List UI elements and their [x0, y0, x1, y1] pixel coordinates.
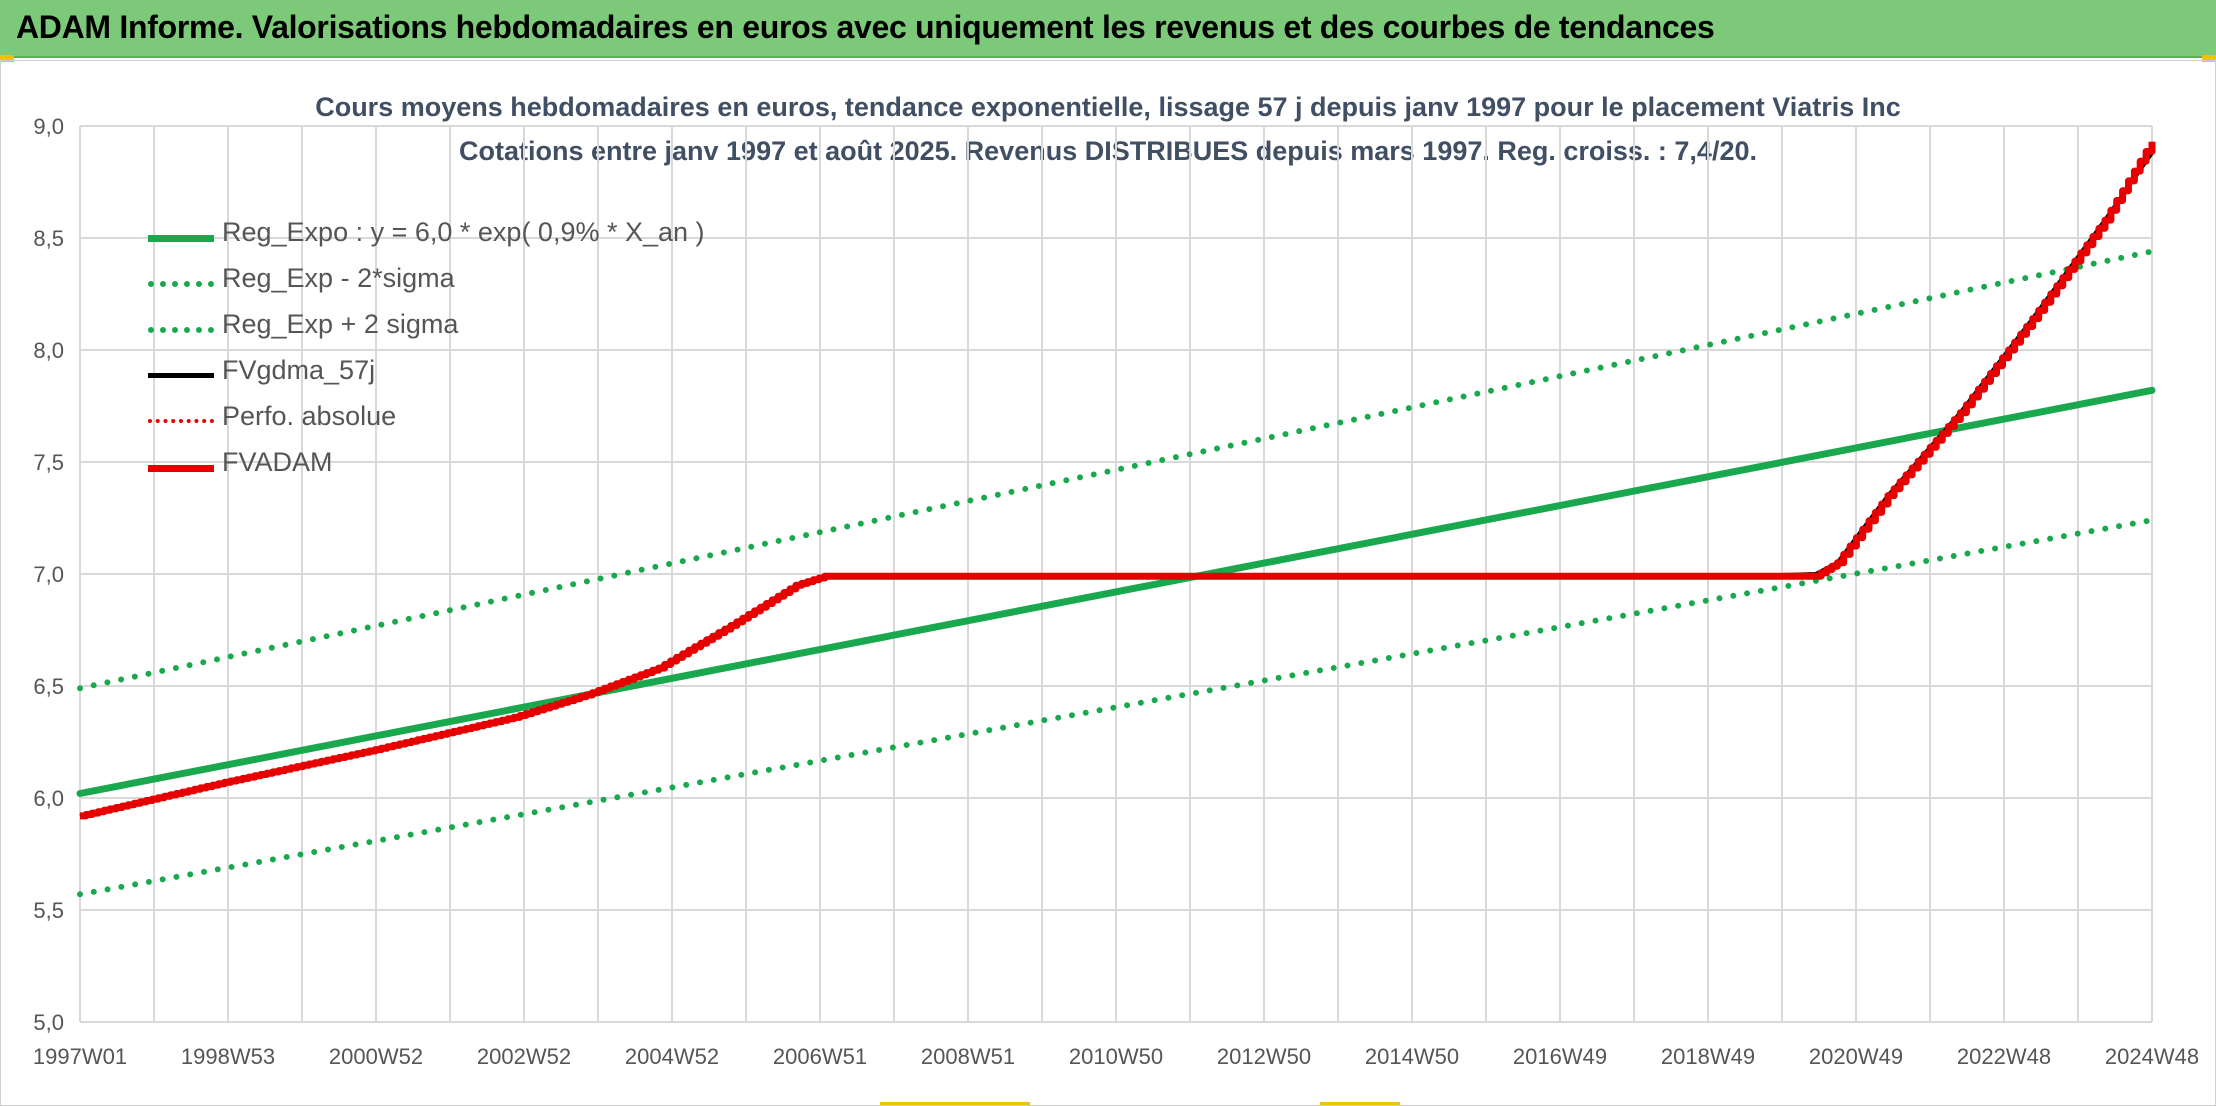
legend-label-reg-exp-plus: Reg_Exp + 2 sigma	[222, 309, 459, 339]
legend-label-reg-exp-minus: Reg_Exp - 2*sigma	[222, 263, 455, 293]
x-tick-label: 2008W51	[921, 1044, 1015, 1069]
x-tick-label: 2022W48	[1957, 1044, 2051, 1069]
series-reg-exp-plus-line	[77, 248, 2155, 692]
y-tick-label: 5,0	[33, 1010, 64, 1035]
legend-label-perfo: Perfo. absolue	[222, 401, 397, 431]
x-tick-label: 1997W01	[33, 1044, 127, 1069]
x-tick-label: 2004W52	[625, 1044, 719, 1069]
bottom-marker-1	[880, 1102, 1030, 1106]
x-tick-label: 2020W49	[1809, 1044, 1903, 1069]
chart-title-line-2: Cotations entre janv 1997 et août 2025. …	[458, 136, 1757, 166]
legend-swatch-reg-exp-plus	[148, 327, 214, 333]
report-banner: ADAM Informe. Valorisations hebdomadaire…	[0, 0, 2216, 58]
x-tick-label: 1998W53	[181, 1044, 275, 1069]
legend-swatch-fvadam	[148, 465, 214, 472]
series-reg-expo-line	[76, 386, 2156, 797]
series-reg-exp-minus-line	[77, 517, 2155, 898]
y-tick-label: 7,0	[33, 562, 64, 587]
corner-marker-left	[0, 55, 14, 62]
grid-layer	[79, 125, 2153, 1023]
report-title: ADAM Informe. Valorisations hebdomadaire…	[16, 9, 1715, 45]
legend-label-fvgdma: FVgdma_57j	[222, 355, 376, 385]
y-tick-label: 5,5	[33, 898, 64, 923]
x-tick-label: 2018W49	[1661, 1044, 1755, 1069]
legend-label-fvadam: FVADAM	[222, 447, 333, 477]
legend-swatch-reg-exp-minus	[148, 281, 214, 287]
series-layer	[76, 141, 2156, 898]
y-tick-label: 6,0	[33, 786, 64, 811]
legend-label-reg-expo: Reg_Expo : y = 6,0 * exp( 0,9% * X_an )	[222, 217, 705, 247]
x-tick-label: 2010W50	[1069, 1044, 1163, 1069]
legend-swatch-fvgdma	[148, 373, 214, 378]
x-tick-label: 2006W51	[773, 1044, 867, 1069]
x-tick-label: 2024W48	[2105, 1044, 2199, 1069]
bottom-marker-2	[1320, 1102, 1400, 1106]
y-tick-label: 8,0	[33, 338, 64, 363]
tick-label-layer: 5,0 5,5 6,0 6,5 7,0 7,5 8,0 8,5 9,0 1997W01 1998W5…	[33, 114, 2199, 1069]
x-tick-label: 2000W52	[329, 1044, 423, 1069]
x-tick-label: 2016W49	[1513, 1044, 1607, 1069]
corner-marker-right	[2202, 55, 2216, 62]
y-tick-label: 9,0	[33, 114, 64, 139]
x-tick-label: 2014W50	[1365, 1044, 1459, 1069]
y-tick-label: 8,5	[33, 226, 64, 251]
y-tick-label: 6,5	[33, 674, 64, 699]
x-tick-label: 2002W52	[477, 1044, 571, 1069]
y-tick-label: 7,5	[33, 450, 64, 475]
legend-swatch-reg-expo	[148, 235, 214, 242]
x-tick-label: 2012W50	[1217, 1044, 1311, 1069]
legend-swatch-perfo	[148, 419, 214, 423]
chart-title-line-1: Cours moyens hebdomadaires en euros, ten…	[315, 92, 1901, 122]
series-fvadam-line	[80, 141, 2156, 820]
